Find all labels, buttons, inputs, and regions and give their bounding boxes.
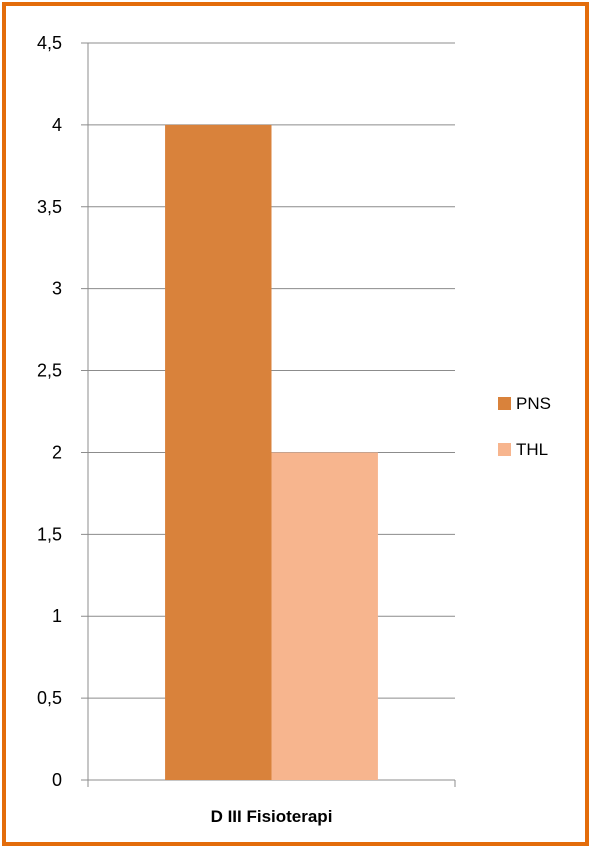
y-tick-label: 3,5 (37, 197, 62, 217)
y-tick-label: 1,5 (37, 524, 62, 544)
y-tick-label: 1 (52, 606, 62, 626)
bars (165, 124, 378, 780)
bar-pns (165, 124, 272, 780)
y-tick-label: 0 (52, 770, 62, 790)
x-axis: D III Fisioterapi (87, 780, 456, 826)
y-tick-label: 3 (52, 279, 62, 299)
legend-swatch-pns (498, 397, 511, 410)
y-tick-label: 4,5 (37, 33, 62, 53)
y-tick-label: 2,5 (37, 361, 62, 381)
y-axis: 0 0,5 1 1,5 2 2,5 3 3,5 4 4,5 (37, 33, 89, 790)
y-tick-label: 0,5 (37, 688, 62, 708)
bar-thl (271, 452, 378, 780)
legend: PNS THL (498, 394, 551, 459)
legend-label-pns: PNS (516, 394, 551, 413)
legend-swatch-thl (498, 443, 511, 456)
y-tick-label: 4 (52, 115, 62, 135)
legend-label-thl: THL (516, 440, 548, 459)
x-category-label: D III Fisioterapi (211, 807, 333, 826)
y-tick-label: 2 (52, 442, 62, 462)
